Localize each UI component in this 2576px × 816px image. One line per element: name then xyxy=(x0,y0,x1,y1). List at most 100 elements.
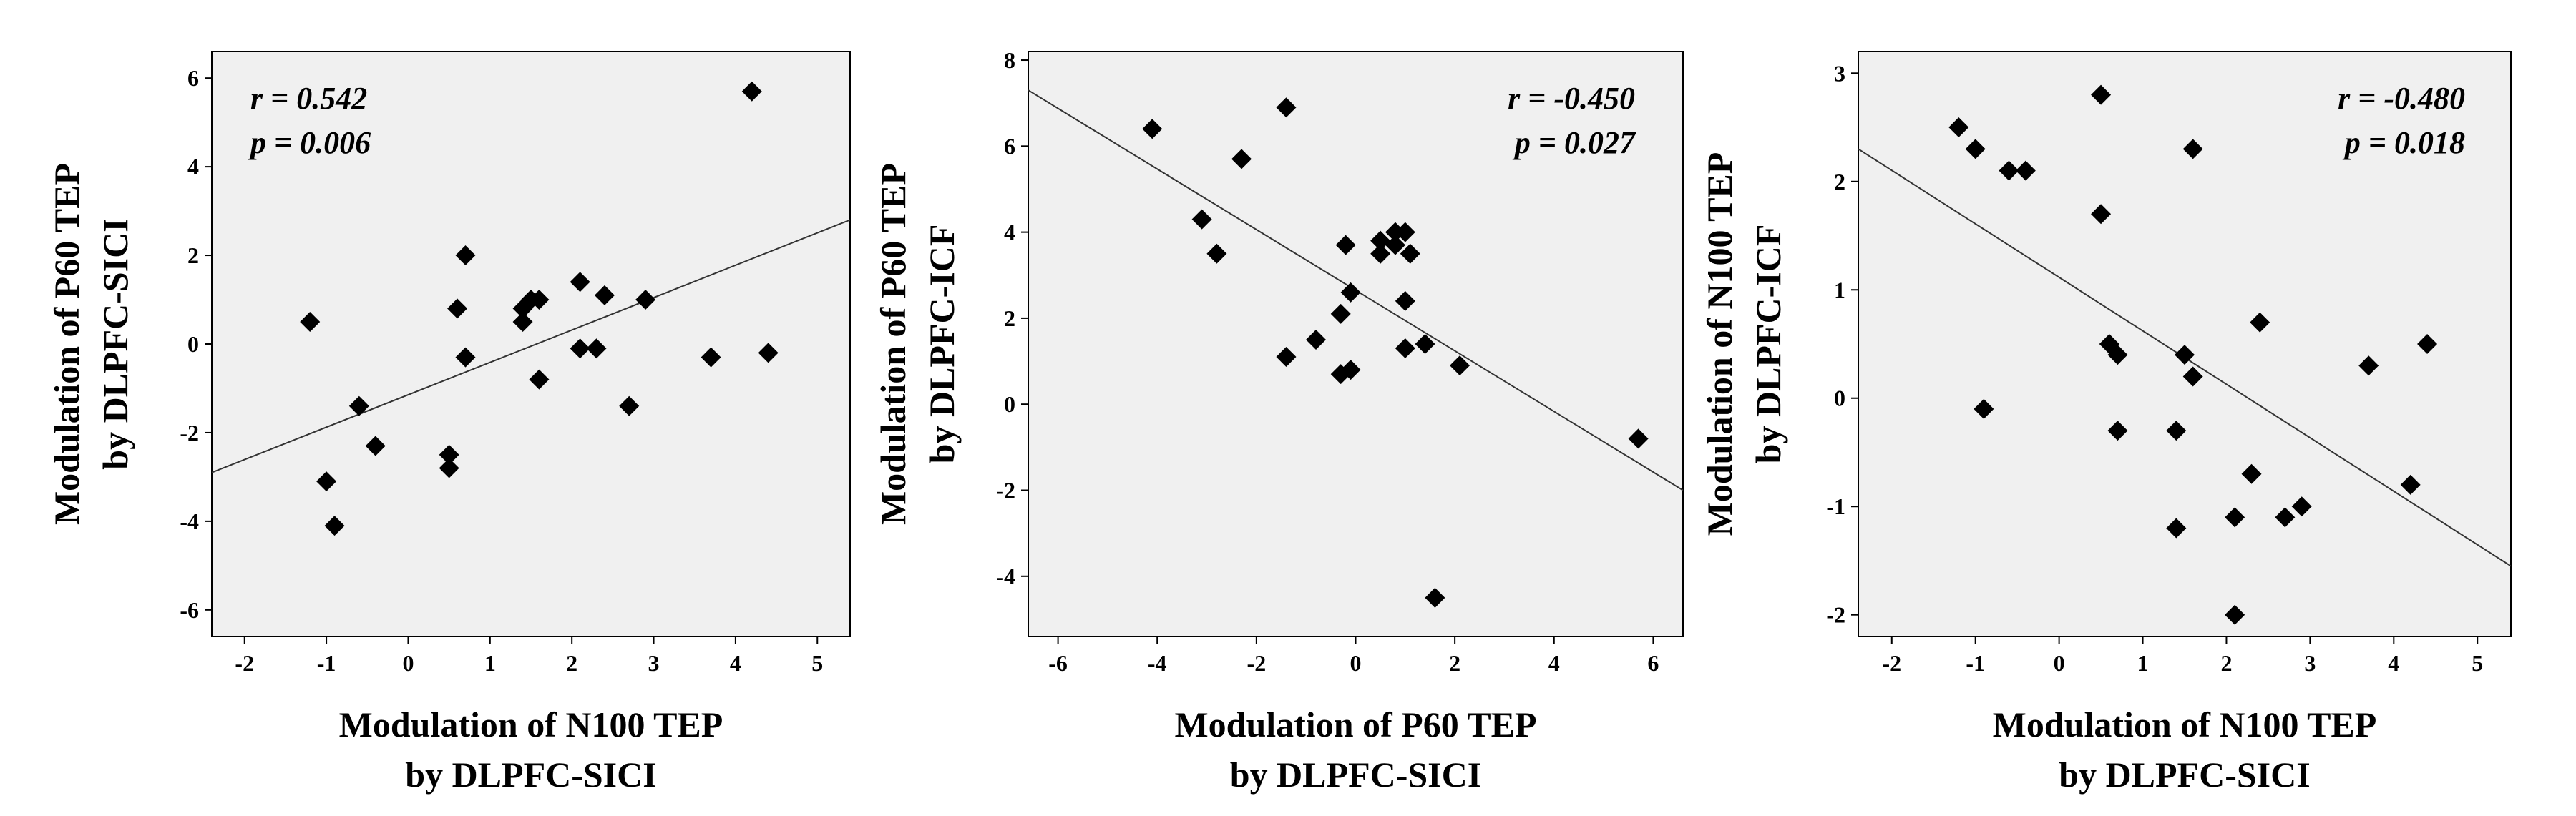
y-axis-label: Modulation of P60 TEP xyxy=(873,163,913,525)
data-point xyxy=(1395,222,1415,242)
y-tick-label: 6 xyxy=(187,65,199,91)
y-tick-label: 0 xyxy=(1834,385,1845,411)
data-point xyxy=(1330,303,1351,324)
data-point xyxy=(1231,149,1252,169)
x-tick-label: 4 xyxy=(730,650,741,676)
scatter-panel-2: -6 -4 -2 0 2 4 6 -4 -2 0 2 4 6 8 r = -0.450 p = 0.027 Mo… xyxy=(873,47,1684,795)
data-point xyxy=(1306,329,1327,350)
data-point xyxy=(455,347,476,368)
data-point xyxy=(741,81,762,102)
x-axis-label: by DLPFC-SICI xyxy=(2059,754,2310,795)
x-tick-label: -1 xyxy=(1966,650,1985,676)
data-point xyxy=(1276,347,1297,368)
x-tick-label: -1 xyxy=(317,650,336,676)
data-point xyxy=(1340,360,1361,380)
data-point xyxy=(594,285,615,305)
y-axis-label: by DLPFC-ICF xyxy=(1748,225,1788,464)
x-tick-label: -2 xyxy=(1882,650,1901,676)
x-tick-label: 4 xyxy=(1548,650,1560,676)
y-tick-label: 2 xyxy=(187,242,199,268)
x-axis-label: Modulation of P60 TEP xyxy=(1174,704,1536,744)
y-tick-label: 0 xyxy=(187,331,199,357)
data-point xyxy=(1948,117,1969,138)
y-tick-label: 2 xyxy=(1834,169,1845,195)
y-axis-label: by DLPFC-ICF xyxy=(922,225,962,464)
y-tick-label: 6 xyxy=(1004,133,1015,159)
data-point xyxy=(455,245,476,266)
data-point xyxy=(619,395,640,416)
y-axis-label: Modulation of N100 TEP xyxy=(1699,152,1740,536)
y-tick-label: 2 xyxy=(1004,305,1015,331)
data-point xyxy=(348,395,369,416)
data-point xyxy=(2400,474,2421,495)
x-tick-label: -6 xyxy=(1048,650,1068,676)
data-point xyxy=(1340,282,1361,303)
x-tick-label: 5 xyxy=(2472,650,2483,676)
x-tick-label: 0 xyxy=(402,650,414,676)
plot-area xyxy=(1028,51,1684,637)
x-axis-label: Modulation of N100 TEP xyxy=(1993,704,2377,744)
data-point xyxy=(1415,334,1435,354)
x-tick-label: 6 xyxy=(1647,650,1659,676)
correlation-r-label: r = -0.450 xyxy=(1508,81,1635,116)
data-point xyxy=(1191,209,1212,230)
y-tick-label: 4 xyxy=(187,154,199,180)
data-point xyxy=(1400,243,1420,264)
scatter-panel-1: -2 -1 0 1 2 3 4 5 -6 -4 -2 0 2 4 6 r = 0.542 p = 0.006 Mo… xyxy=(47,51,851,795)
data-point xyxy=(1370,230,1391,251)
x-tick-label: 4 xyxy=(2388,650,2399,676)
y-tick-label: -6 xyxy=(180,597,199,623)
data-point xyxy=(447,298,468,319)
data-point xyxy=(2291,496,2312,517)
y-tick-label: -4 xyxy=(996,564,1015,589)
data-point xyxy=(635,290,656,310)
y-axis-label: Modulation of P60 TEP xyxy=(47,163,87,525)
y-tick-label: 8 xyxy=(1004,47,1015,73)
x-tick-label: -2 xyxy=(235,650,254,676)
data-point xyxy=(529,369,550,390)
x-tick-label: -2 xyxy=(1247,650,1267,676)
data-point xyxy=(2175,345,2195,365)
data-point xyxy=(1999,160,2019,181)
data-point xyxy=(439,444,459,465)
data-point xyxy=(1335,235,1356,255)
data-point xyxy=(529,290,550,310)
data-point xyxy=(570,272,590,293)
correlation-r-label: r = -0.480 xyxy=(2338,81,2465,116)
data-point xyxy=(1395,338,1415,359)
x-tick-label: 0 xyxy=(2054,650,2065,676)
y-tick-label: -1 xyxy=(1826,493,1845,519)
data-point xyxy=(1385,235,1405,255)
p-value-label: p = 0.018 xyxy=(2342,125,2465,160)
x-tick-label: 2 xyxy=(2220,650,2232,676)
y-tick-label: -2 xyxy=(1826,602,1845,628)
data-point xyxy=(1425,587,1445,608)
data-point xyxy=(316,471,337,492)
y-tick-label: -2 xyxy=(996,478,1015,503)
data-point xyxy=(2225,507,2245,528)
data-point xyxy=(324,516,345,536)
x-tick-label: -4 xyxy=(1148,650,1167,676)
data-point xyxy=(1628,428,1649,449)
x-tick-label: 2 xyxy=(1449,650,1460,676)
data-point xyxy=(2241,463,2262,484)
data-point xyxy=(2250,312,2270,333)
data-point xyxy=(2015,160,2036,181)
data-point xyxy=(2182,139,2203,159)
y-axis-label: by DLPFC-SICI xyxy=(95,218,135,469)
data-point xyxy=(1395,290,1415,311)
scatter-panel-3: -2 -1 0 1 2 3 4 5 -2 -1 0 1 2 3 r = -0.480 p = 0.018 Mod… xyxy=(1699,51,2512,795)
data-point xyxy=(1206,243,1227,264)
data-point xyxy=(1450,355,1470,376)
data-point xyxy=(365,436,386,456)
regression-line xyxy=(212,219,850,473)
data-point xyxy=(758,343,779,363)
plot-area xyxy=(211,51,851,637)
data-point xyxy=(512,312,533,333)
data-point xyxy=(2358,355,2379,376)
x-tick-label: 2 xyxy=(566,650,577,676)
y-tick-label: 0 xyxy=(1004,391,1015,417)
data-point xyxy=(2107,345,2128,365)
data-point xyxy=(2091,84,2112,105)
